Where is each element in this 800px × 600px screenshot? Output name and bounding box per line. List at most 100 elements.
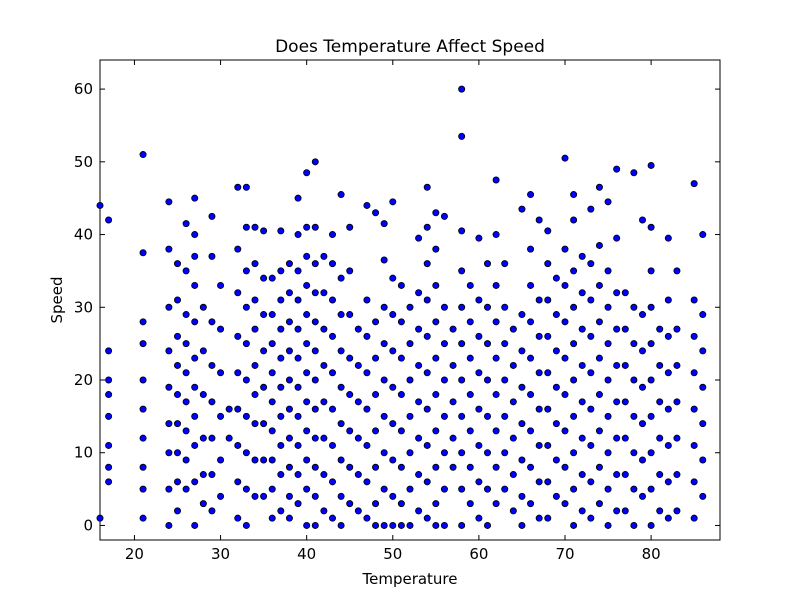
data-point xyxy=(242,485,250,493)
data-point xyxy=(440,340,448,348)
data-point xyxy=(105,216,113,224)
data-point xyxy=(630,376,638,384)
data-point xyxy=(389,456,397,464)
data-point xyxy=(320,361,328,369)
data-point xyxy=(397,521,405,529)
data-point xyxy=(285,463,293,471)
data-point xyxy=(604,198,612,206)
data-point xyxy=(311,405,319,413)
data-point xyxy=(346,354,354,362)
data-point xyxy=(242,303,250,311)
data-point xyxy=(294,383,302,391)
data-point xyxy=(105,376,113,384)
y-tick-label: 50 xyxy=(74,153,93,171)
data-point xyxy=(587,332,595,340)
data-point xyxy=(690,180,698,188)
data-point xyxy=(483,412,491,420)
data-point xyxy=(570,412,578,420)
data-point xyxy=(501,376,509,384)
x-axis-label: Temperature xyxy=(361,570,457,588)
data-point xyxy=(406,412,414,420)
data-point xyxy=(501,260,509,268)
data-point xyxy=(406,340,414,348)
data-point xyxy=(311,260,319,268)
data-point xyxy=(458,412,466,420)
data-point xyxy=(458,85,466,93)
data-point xyxy=(630,169,638,177)
data-point xyxy=(544,514,552,522)
data-point xyxy=(595,463,603,471)
data-point xyxy=(639,420,647,428)
data-point xyxy=(458,449,466,457)
data-point xyxy=(492,281,500,289)
data-point xyxy=(595,427,603,435)
data-point xyxy=(440,449,448,457)
data-point xyxy=(251,260,259,268)
data-point xyxy=(527,463,535,471)
data-point xyxy=(699,383,707,391)
data-point xyxy=(139,405,147,413)
data-point xyxy=(664,296,672,304)
data-point xyxy=(337,311,345,319)
data-point xyxy=(354,471,362,479)
data-point xyxy=(96,201,104,209)
data-point xyxy=(587,514,595,522)
data-point xyxy=(380,340,388,348)
data-point xyxy=(182,456,190,464)
data-point xyxy=(621,398,629,406)
data-point xyxy=(234,514,242,522)
data-point xyxy=(311,521,319,529)
data-point xyxy=(578,398,586,406)
data-point xyxy=(406,449,414,457)
x-tick-label: 40 xyxy=(297,545,316,563)
data-point xyxy=(561,354,569,362)
data-point xyxy=(561,500,569,508)
x-tick-label: 50 xyxy=(383,545,402,563)
data-point xyxy=(225,405,233,413)
data-point xyxy=(673,398,681,406)
data-point xyxy=(260,456,268,464)
data-point xyxy=(251,391,259,399)
data-point xyxy=(449,463,457,471)
data-point xyxy=(578,252,586,260)
data-point xyxy=(294,500,302,508)
data-point xyxy=(639,311,647,319)
data-point xyxy=(380,449,388,457)
data-point xyxy=(165,449,173,457)
data-point xyxy=(690,369,698,377)
data-point xyxy=(105,347,113,355)
data-point xyxy=(449,398,457,406)
data-point xyxy=(595,241,603,249)
data-point xyxy=(277,267,285,275)
data-point xyxy=(363,514,371,522)
data-point xyxy=(397,281,405,289)
data-point xyxy=(328,405,336,413)
data-point xyxy=(191,281,199,289)
y-axis-label: Speed xyxy=(48,276,66,323)
data-point xyxy=(372,209,380,217)
data-point xyxy=(647,521,655,529)
data-point xyxy=(535,216,543,224)
data-point xyxy=(613,165,621,173)
data-point xyxy=(251,296,259,304)
data-point xyxy=(552,420,560,428)
data-point xyxy=(518,456,526,464)
data-point xyxy=(294,412,302,420)
data-point xyxy=(458,485,466,493)
data-point xyxy=(173,391,181,399)
data-point xyxy=(234,289,242,297)
data-point xyxy=(277,325,285,333)
data-point xyxy=(346,463,354,471)
data-point xyxy=(664,369,672,377)
data-point xyxy=(208,434,216,442)
data-point xyxy=(251,361,259,369)
data-point xyxy=(621,434,629,442)
data-point xyxy=(389,383,397,391)
data-point xyxy=(173,361,181,369)
data-point xyxy=(415,289,423,297)
data-point xyxy=(320,507,328,515)
data-point xyxy=(285,347,293,355)
data-point xyxy=(182,427,190,435)
data-point xyxy=(647,376,655,384)
data-point xyxy=(208,471,216,479)
